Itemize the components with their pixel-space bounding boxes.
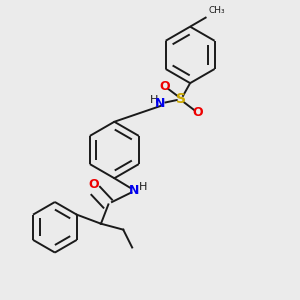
Text: O: O xyxy=(88,178,99,191)
Text: CH₃: CH₃ xyxy=(209,6,226,15)
Text: H: H xyxy=(149,95,158,105)
Text: N: N xyxy=(155,97,166,110)
Text: N: N xyxy=(128,184,139,196)
Text: H: H xyxy=(138,182,147,192)
Text: O: O xyxy=(160,80,170,93)
Text: S: S xyxy=(176,92,186,106)
Text: O: O xyxy=(192,106,203,119)
